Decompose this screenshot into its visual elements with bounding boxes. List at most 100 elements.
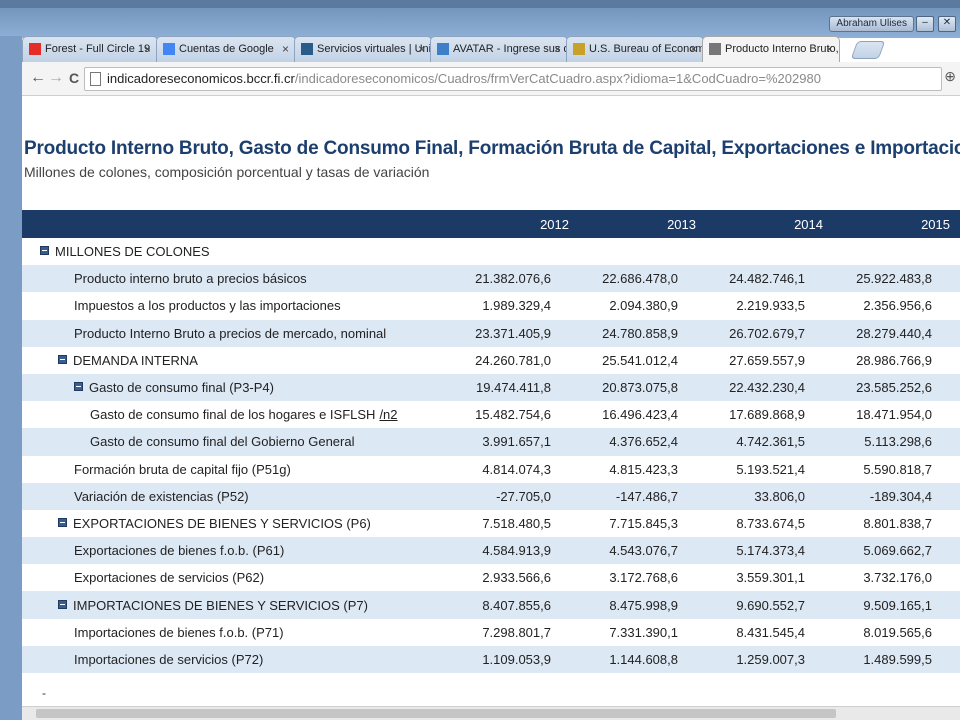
value-cell: 24.780.858,9 xyxy=(602,325,678,341)
collapse-icon[interactable] xyxy=(74,382,83,392)
bottom-mark: - xyxy=(42,686,46,700)
data-table: 2012 2013 2014 2015 MILLONES DE COLONES P… xyxy=(22,210,960,673)
tab-title: Producto Interno Bruto, G xyxy=(725,43,840,55)
value-cell: -147.486,7 xyxy=(615,488,678,504)
value-cell: -27.705,0 xyxy=(496,488,551,504)
minimize-button[interactable]: – xyxy=(916,16,934,32)
tab-close-icon[interactable]: × xyxy=(553,42,561,56)
row-label: DEMANDA INTERNA xyxy=(73,352,198,368)
collapse-icon[interactable] xyxy=(40,246,49,256)
reload-button[interactable]: C xyxy=(68,70,80,86)
value-cell: 25.541.012,4 xyxy=(602,352,678,368)
value-cell: 15.482.754,6 xyxy=(475,407,551,423)
title-bar-strip xyxy=(0,0,960,8)
row-label-cell: Producto Interno Bruto a precios de merc… xyxy=(22,320,452,347)
header-year: 2014 xyxy=(794,216,823,232)
footnote-link[interactable]: /n2 xyxy=(379,407,398,423)
value-cell: -189.304,4 xyxy=(869,488,932,504)
back-button[interactable]: ← xyxy=(30,69,46,86)
row-label-cell: EXPORTACIONES DE BIENES Y SERVICIOS (P6) xyxy=(22,510,452,537)
table-header-row: 2012 2013 2014 2015 xyxy=(22,210,960,238)
row-label: Variación de existencias (P52) xyxy=(74,488,249,504)
user-profile-badge[interactable]: Abraham Ulises xyxy=(829,16,914,32)
value-cell xyxy=(706,238,833,265)
table-row: Exportaciones de bienes f.o.b. (P61) 4.58… xyxy=(22,537,960,565)
bea-icon xyxy=(573,43,585,55)
value-cell: 4.815.423,3 xyxy=(609,461,678,477)
collapse-icon[interactable] xyxy=(58,599,67,609)
row-label-cell: Exportaciones de bienes f.o.b. (P61) xyxy=(22,537,452,564)
value-cell: 22.686.478,0 xyxy=(602,271,678,287)
title-bar: Abraham Ulises – ✕ xyxy=(0,0,960,38)
value-cell: 2.933.566,6 xyxy=(482,570,551,586)
horizontal-scrollbar[interactable] xyxy=(22,706,960,720)
zoom-icon[interactable]: ⊕ xyxy=(944,68,956,84)
new-tab-button[interactable] xyxy=(850,41,886,59)
row-label: EXPORTACIONES DE BIENES Y SERVICIOS (P6) xyxy=(73,515,371,531)
row-label: Producto Interno Bruto a precios de merc… xyxy=(74,325,387,341)
table-row: Producto interno bruto a precios básicos… xyxy=(22,265,960,293)
tab-title: Cuentas de Google xyxy=(179,43,274,55)
address-bar[interactable]: indicadoreseconomicos.bccr.fi.cr/indicad… xyxy=(84,67,942,91)
row-label-cell: Gasto de consumo final (P3-P4) xyxy=(22,374,452,401)
value-cell: 4.742.361,5 xyxy=(736,434,805,450)
row-label-cell: Variación de existencias (P52) xyxy=(22,483,452,510)
browser-tab[interactable]: Servicios virtuales | Unive × xyxy=(294,36,432,62)
value-cell: 5.174.373,4 xyxy=(736,543,805,559)
value-cell xyxy=(833,238,960,265)
browser-tab[interactable]: Producto Interno Bruto, G × xyxy=(702,36,840,64)
table-row: EXPORTACIONES DE BIENES Y SERVICIOS (P6)… xyxy=(22,510,960,537)
table-row: MILLONES DE COLONES xyxy=(22,238,960,265)
table-row: Gasto de consumo final del Gobierno Gene… xyxy=(22,428,960,456)
tab-close-icon[interactable]: × xyxy=(143,42,151,56)
row-label: IMPORTACIONES DE BIENES Y SERVICIOS (P7) xyxy=(73,597,368,613)
value-cell: 8.801.838,7 xyxy=(863,515,932,531)
value-cell: 17.689.868,9 xyxy=(729,407,805,423)
value-cell: 5.113.298,6 xyxy=(864,434,932,450)
tab-close-icon[interactable]: × xyxy=(281,42,289,56)
table-row: Importaciones de servicios (P72) 1.109.05… xyxy=(22,645,960,673)
value-cell: 24.482.746,1 xyxy=(729,271,805,287)
tab-title: AVATAR - Ingrese sus da xyxy=(453,43,568,55)
table-row: Variación de existencias (P52) -27.705,0 -… xyxy=(22,482,960,510)
row-label-cell: MILLONES DE COLONES xyxy=(22,238,452,265)
value-cell: 1.489.599,5 xyxy=(863,651,932,667)
table-row: Formación bruta de capital fijo (P51g) 4.… xyxy=(22,456,960,483)
collapse-icon[interactable] xyxy=(58,354,67,364)
row-label: Importaciones de servicios (P72) xyxy=(74,651,264,667)
row-label: MILLONES DE COLONES xyxy=(55,244,210,260)
header-year: 2015 xyxy=(921,216,950,232)
url-path: /indicadoreseconomicos/Cuadros/frmVerCat… xyxy=(294,71,821,86)
tab-title: Forest - Full Circle 19 xyxy=(45,43,151,55)
browser-toolbar: ← → C indicadoreseconomicos.bccr.fi.cr/i… xyxy=(22,62,960,96)
row-label: Exportaciones de servicios (P62) xyxy=(74,570,265,586)
google-icon xyxy=(163,43,175,55)
table-row: Importaciones de bienes f.o.b. (P71) 7.29… xyxy=(22,619,960,646)
url-host: indicadoreseconomicos.bccr.fi.cr xyxy=(107,71,295,86)
value-cell: 3.559.301,1 xyxy=(736,570,805,586)
close-window-button[interactable]: ✕ xyxy=(938,16,956,32)
table-row: Producto Interno Bruto a precios de merc… xyxy=(22,319,960,347)
forward-button[interactable]: → xyxy=(48,69,64,86)
row-label: Formación bruta de capital fijo (P51g) xyxy=(74,461,291,477)
value-cell: 25.922.483,8 xyxy=(856,271,932,287)
header-year: 2013 xyxy=(667,216,696,232)
table-row: IMPORTACIONES DE BIENES Y SERVICIOS (P7)… xyxy=(22,591,960,619)
tab-close-icon[interactable]: × xyxy=(689,42,697,56)
collapse-icon[interactable] xyxy=(58,518,67,528)
tab-close-icon[interactable]: × xyxy=(417,42,425,56)
browser-tab[interactable]: U.S. Bureau of Economic × xyxy=(566,36,704,62)
browser-tab[interactable]: AVATAR - Ingrese sus da × xyxy=(430,36,568,62)
row-label: Gasto de consumo final del Gobierno Gene… xyxy=(90,434,355,450)
browser-tab[interactable]: Forest - Full Circle 19 × xyxy=(22,36,158,62)
value-cell: 33.806,0 xyxy=(754,488,805,504)
value-cell: 19.474.411,8 xyxy=(476,380,551,396)
tab-close-icon[interactable]: × xyxy=(825,42,833,56)
row-label: Gasto de consumo final de los hogares e … xyxy=(90,407,376,423)
value-cell: 23.585.252,6 xyxy=(856,380,932,396)
page-icon xyxy=(90,72,101,86)
row-label-cell: DEMANDA INTERNA xyxy=(22,347,452,374)
scrollbar-thumb[interactable] xyxy=(36,709,836,718)
table-row: Impuestos a los productos y las importac… xyxy=(22,292,960,319)
browser-tab[interactable]: Cuentas de Google × xyxy=(156,36,296,62)
